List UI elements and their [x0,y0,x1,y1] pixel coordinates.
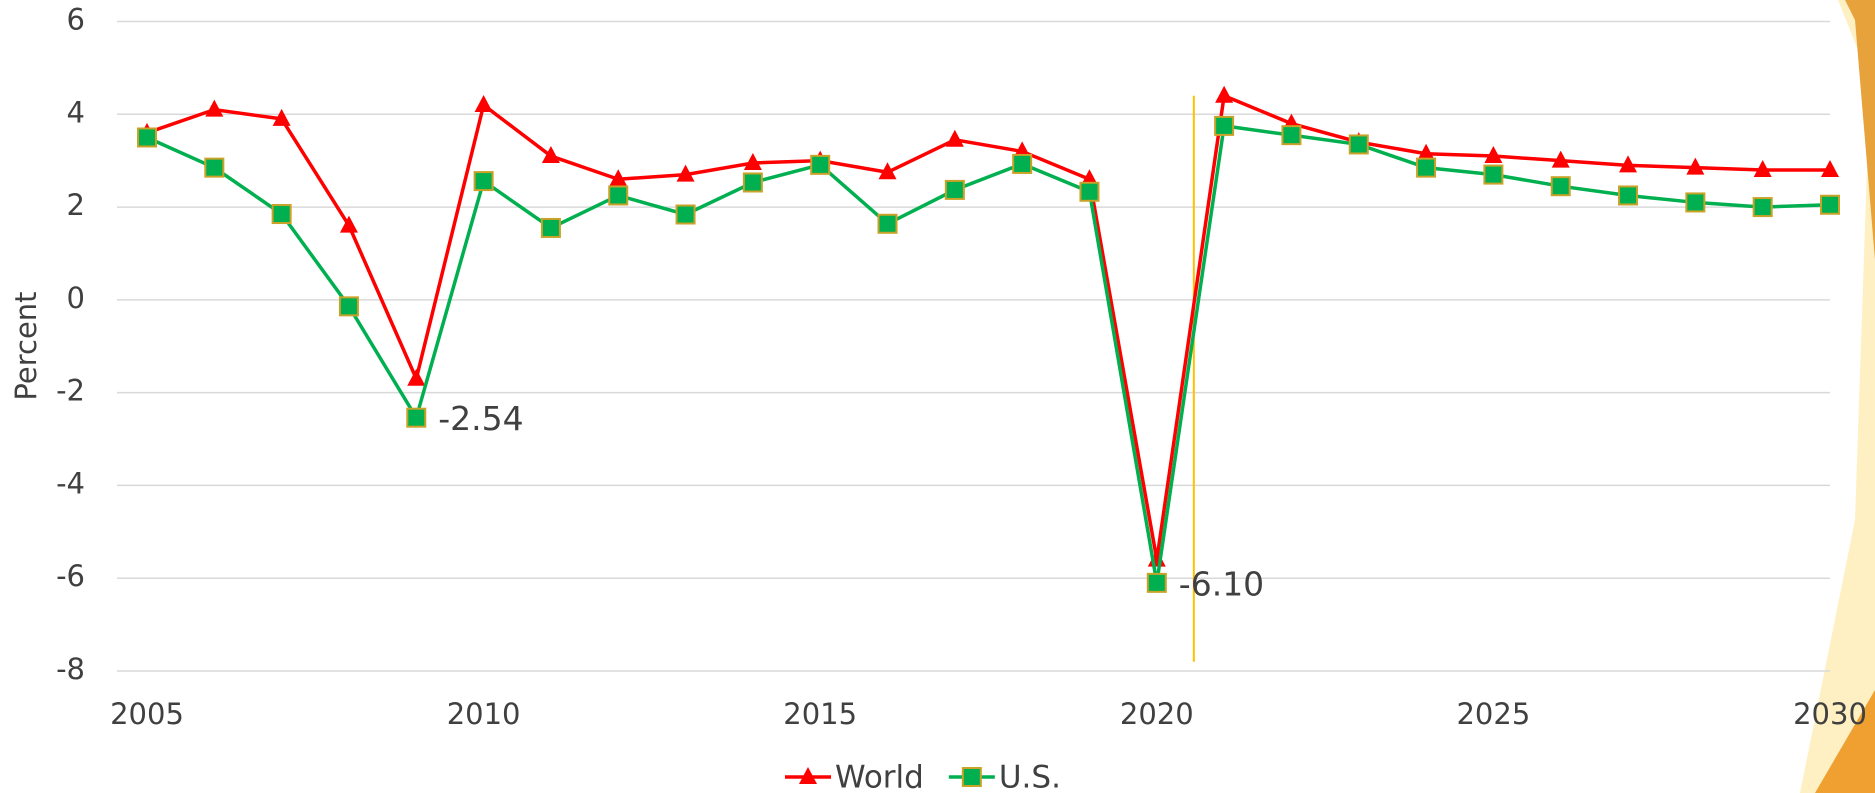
legend-marker [963,768,981,786]
data-point [946,181,964,199]
data-point [407,409,425,427]
data-point [1417,159,1435,177]
y-tick-label: -2 [56,374,85,408]
x-tick-label: 2010 [447,697,521,731]
data-point [946,130,964,147]
y-tick-label: -4 [56,466,85,500]
data-point [1080,183,1098,201]
y-axis-label: Percent [9,291,43,400]
chart: Percent -8 -6 -4 -2 0 2 4 6 2005 2010 2015 2020 2025… [0,0,1875,793]
data-point [1619,186,1637,204]
data-point [744,173,762,191]
data-point [811,156,829,174]
data-point [1282,126,1300,144]
data-point [677,205,695,223]
data-point [138,128,156,146]
data-point [1215,86,1233,103]
data-label: -6.10 [1179,564,1264,603]
data-point [475,172,493,190]
data-point [1484,166,1502,184]
data-label: -2.54 [438,399,523,438]
data-point [205,159,223,177]
data-point [407,369,425,386]
legend-label: U.S. [999,760,1061,793]
data-point [273,205,291,223]
data-point [542,219,560,237]
x-tick-label: 2025 [1456,697,1530,731]
data-point [879,215,897,233]
data-point [475,95,493,112]
y-tick-label: -6 [56,559,85,593]
data-point [542,146,560,163]
data-point [1552,177,1570,195]
data-point [1350,135,1368,153]
data-point [1821,196,1839,214]
x-tick-label: 2005 [110,697,184,731]
y-tick-label: 4 [67,95,85,129]
legend-label: World [835,760,924,793]
series-line [147,126,1830,583]
y-tick-label: 6 [67,3,85,37]
data-point [1148,574,1166,592]
y-tick-label: 2 [67,188,85,222]
data-point [1754,198,1772,216]
series-line [147,96,1830,560]
data-point [205,100,223,117]
data-point [1686,193,1704,211]
y-tick-label: 0 [67,281,85,315]
data-point [1013,155,1031,173]
x-tick-label: 2015 [783,697,857,731]
data-point [340,297,358,315]
data-point [609,186,627,204]
x-tick-label: 2020 [1120,697,1194,731]
data-point [1215,117,1233,135]
x-tick-label: 2030 [1793,697,1867,731]
y-tick-label: -8 [56,652,85,686]
